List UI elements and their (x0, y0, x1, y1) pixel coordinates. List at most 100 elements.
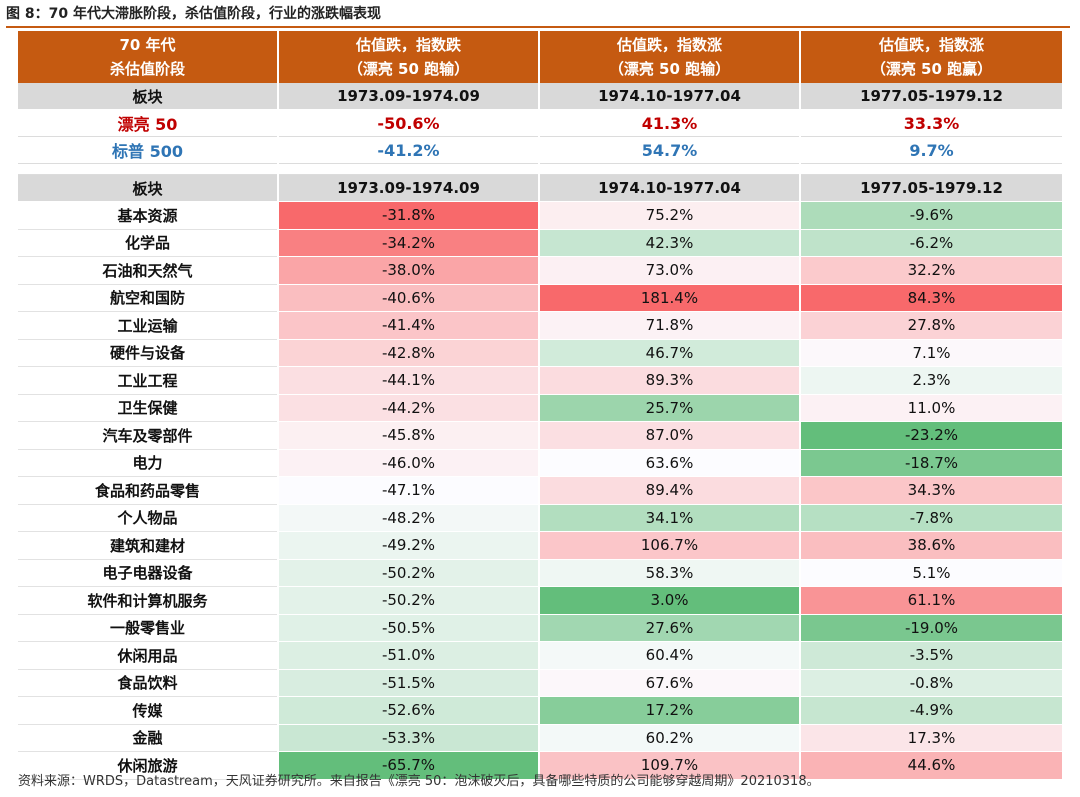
sector-value-cell: 25.7% (539, 394, 801, 422)
index-value: -50.6% (278, 109, 540, 137)
header-phase-2-line1: 估值跌，指数涨 (616, 36, 722, 54)
period-3: 1977.05-1979.12 (800, 83, 1062, 110)
sector-value-cell: -6.2% (800, 229, 1062, 257)
period-2: 1974.10-1977.04 (539, 174, 801, 202)
table-row: 休闲用品 -51.0% 60.4% -3.5% (18, 641, 1062, 670)
sector-name: 化学品 (18, 229, 279, 257)
sector-value-cell: 11.0% (800, 394, 1062, 422)
header-phase-2: 估值跌，指数涨 （漂亮 50 跑输） (539, 31, 801, 83)
sector-value-cell: 38.6% (800, 531, 1062, 560)
sector-value-cell: -53.3% (278, 724, 540, 752)
header-phase-1-line2: （漂亮 50 跑输） (347, 60, 470, 78)
sector-value-cell: 34.1% (539, 504, 801, 532)
sector-value-cell: 46.7% (539, 339, 801, 367)
header-phase-3-line1: 估值跌，指数涨 (878, 36, 984, 54)
index-name: 漂亮 50 (18, 109, 279, 137)
sector-value-cell: -50.2% (278, 586, 540, 615)
period-2: 1974.10-1977.04 (539, 83, 801, 110)
period-row: 板块 1973.09-1974.09 1974.10-1977.04 1977.… (18, 83, 1062, 110)
figure-title: 图 8：70 年代大滞胀阶段，杀估值阶段，行业的涨跌幅表现 (6, 6, 381, 22)
table-row: 电力 -46.0% 63.6% -18.7% (18, 449, 1062, 477)
header-row: 70 年代 杀估值阶段 估值跌，指数跌 （漂亮 50 跑输） 估值跌，指数涨 （… (18, 31, 1062, 83)
index-name: 标普 500 (18, 136, 279, 164)
sector-value-cell: 42.3% (539, 229, 801, 257)
sector-value-cell: 44.6% (800, 751, 1062, 780)
table-row: 航空和国防 -40.6% 181.4% 84.3% (18, 284, 1062, 312)
sector-name: 传媒 (18, 696, 279, 725)
table-row: 传媒 -52.6% 17.2% -4.9% (18, 696, 1062, 725)
sector-value-cell: 60.2% (539, 724, 801, 752)
table-row: 一般零售业 -50.5% 27.6% -19.0% (18, 614, 1062, 642)
index-value: -41.2% (278, 136, 540, 164)
header-phase-3-line2: （漂亮 50 跑赢） (870, 60, 993, 78)
sector-name: 电子电器设备 (18, 559, 279, 587)
header-phase-1-line1: 估值跌，指数跌 (355, 36, 461, 54)
sector-value-cell: -3.5% (800, 641, 1062, 670)
period-label: 板块 (18, 174, 279, 202)
table-row: 个人物品 -48.2% 34.1% -7.8% (18, 504, 1062, 532)
sector-name: 工业工程 (18, 366, 279, 395)
sector-value-cell: 27.6% (539, 614, 801, 642)
sector-name: 卫生保健 (18, 394, 279, 422)
sector-name: 航空和国防 (18, 284, 279, 312)
table-row: 硬件与设备 -42.8% 46.7% 7.1% (18, 339, 1062, 367)
header-era: 70 年代 杀估值阶段 (18, 31, 279, 83)
period-3: 1977.05-1979.12 (800, 174, 1062, 202)
sector-value-cell: 89.4% (539, 476, 801, 505)
index-row-nifty-50: 漂亮 50 -50.6% 41.3% 33.3% (18, 109, 1062, 137)
table-row: 基本资源 -31.8% 75.2% -9.6% (18, 201, 1062, 230)
table-row: 食品饮料 -51.5% 67.6% -0.8% (18, 669, 1062, 697)
table-row: 化学品 -34.2% 42.3% -6.2% (18, 229, 1062, 257)
sector-value-cell: 109.7% (539, 751, 801, 780)
sector-value-cell: 34.3% (800, 476, 1062, 505)
sector-name: 金融 (18, 724, 279, 752)
sector-value-cell: 61.1% (800, 586, 1062, 615)
sector-value-cell: 87.0% (539, 421, 801, 450)
sector-value-cell: 58.3% (539, 559, 801, 587)
table-row: 工业运输 -41.4% 71.8% 27.8% (18, 311, 1062, 340)
sector-value-cell: 73.0% (539, 256, 801, 285)
sector-name: 石油和天然气 (18, 256, 279, 285)
table-row: 石油和天然气 -38.0% 73.0% 32.2% (18, 256, 1062, 285)
sector-value-cell: -41.4% (278, 311, 540, 340)
sector-value-cell: 63.6% (539, 449, 801, 477)
sector-value-cell: -40.6% (278, 284, 540, 312)
sector-name: 建筑和建材 (18, 531, 279, 560)
sector-name: 工业运输 (18, 311, 279, 340)
sector-performance-table: 70 年代 杀估值阶段 估值跌，指数跌 （漂亮 50 跑输） 估值跌，指数涨 （… (18, 31, 1062, 780)
sector-value-cell: -47.1% (278, 476, 540, 505)
table-row: 卫生保健 -44.2% 25.7% 11.0% (18, 394, 1062, 422)
table-row: 工业工程 -44.1% 89.3% 2.3% (18, 366, 1062, 395)
period-1: 1973.09-1974.09 (278, 174, 540, 202)
header-era-line2: 杀估值阶段 (109, 60, 185, 78)
sector-value-cell: -49.2% (278, 531, 540, 560)
header-phase-3: 估值跌，指数涨 （漂亮 50 跑赢） (800, 31, 1062, 83)
index-row-sp500: 标普 500 -41.2% 54.7% 9.7% (18, 136, 1062, 164)
sector-name: 个人物品 (18, 504, 279, 532)
sector-name: 休闲旅游 (18, 751, 279, 780)
sector-value-cell: -50.5% (278, 614, 540, 642)
sector-value-cell: 17.2% (539, 696, 801, 725)
sector-name: 一般零售业 (18, 614, 279, 642)
sector-value-cell: 2.3% (800, 366, 1062, 395)
sector-value-cell: 32.2% (800, 256, 1062, 285)
sector-value-cell: -44.2% (278, 394, 540, 422)
period-row-sectors: 板块 1973.09-1974.09 1974.10-1977.04 1977.… (18, 174, 1062, 202)
table-row: 软件和计算机服务 -50.2% 3.0% 61.1% (18, 586, 1062, 615)
sector-value-cell: -19.0% (800, 614, 1062, 642)
sector-value-cell: 181.4% (539, 284, 801, 312)
period-label: 板块 (18, 83, 279, 110)
sector-value-cell: -4.9% (800, 696, 1062, 725)
sector-value-cell: -9.6% (800, 201, 1062, 230)
title-divider (6, 26, 1070, 28)
sector-name: 软件和计算机服务 (18, 586, 279, 615)
sector-value-cell: 106.7% (539, 531, 801, 560)
sector-value-cell: -31.8% (278, 201, 540, 230)
header-phase-1: 估值跌，指数跌 （漂亮 50 跑输） (278, 31, 540, 83)
sector-value-cell: 71.8% (539, 311, 801, 340)
sector-name: 基本资源 (18, 201, 279, 230)
sector-value-cell: -65.7% (278, 751, 540, 780)
table-row: 食品和药品零售 -47.1% 89.4% 34.3% (18, 476, 1062, 505)
sector-value-cell: 5.1% (800, 559, 1062, 587)
index-value: 54.7% (539, 136, 801, 164)
